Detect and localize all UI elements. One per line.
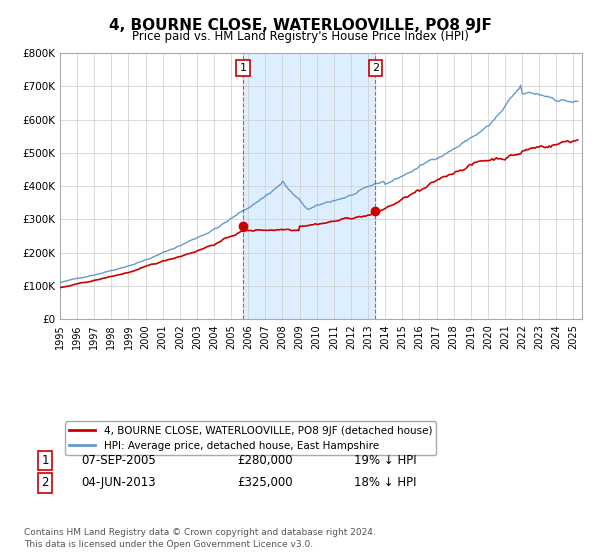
Text: £280,000: £280,000 [237, 454, 293, 467]
Text: 4, BOURNE CLOSE, WATERLOOVILLE, PO8 9JF: 4, BOURNE CLOSE, WATERLOOVILLE, PO8 9JF [109, 18, 491, 34]
Text: 04-JUN-2013: 04-JUN-2013 [81, 476, 155, 489]
Text: 19% ↓ HPI: 19% ↓ HPI [354, 454, 416, 467]
Text: 1: 1 [41, 454, 49, 467]
Text: This data is licensed under the Open Government Licence v3.0.: This data is licensed under the Open Gov… [24, 540, 313, 549]
Text: 18% ↓ HPI: 18% ↓ HPI [354, 476, 416, 489]
Text: 2: 2 [371, 63, 379, 73]
Bar [243, 53, 375, 319]
Text: 2: 2 [41, 476, 49, 489]
Text: 1: 1 [239, 63, 247, 73]
Text: £325,000: £325,000 [237, 476, 293, 489]
Text: 07-SEP-2005: 07-SEP-2005 [81, 454, 156, 467]
Text: Price paid vs. HM Land Registry's House Price Index (HPI): Price paid vs. HM Land Registry's House … [131, 30, 469, 43]
Text: Contains HM Land Registry data © Crown copyright and database right 2024.: Contains HM Land Registry data © Crown c… [24, 528, 376, 536]
Legend: 4, BOURNE CLOSE, WATERLOOVILLE, PO8 9JF (detached house), HPI: Average price, de: 4, BOURNE CLOSE, WATERLOOVILLE, PO8 9JF … [65, 422, 436, 455]
